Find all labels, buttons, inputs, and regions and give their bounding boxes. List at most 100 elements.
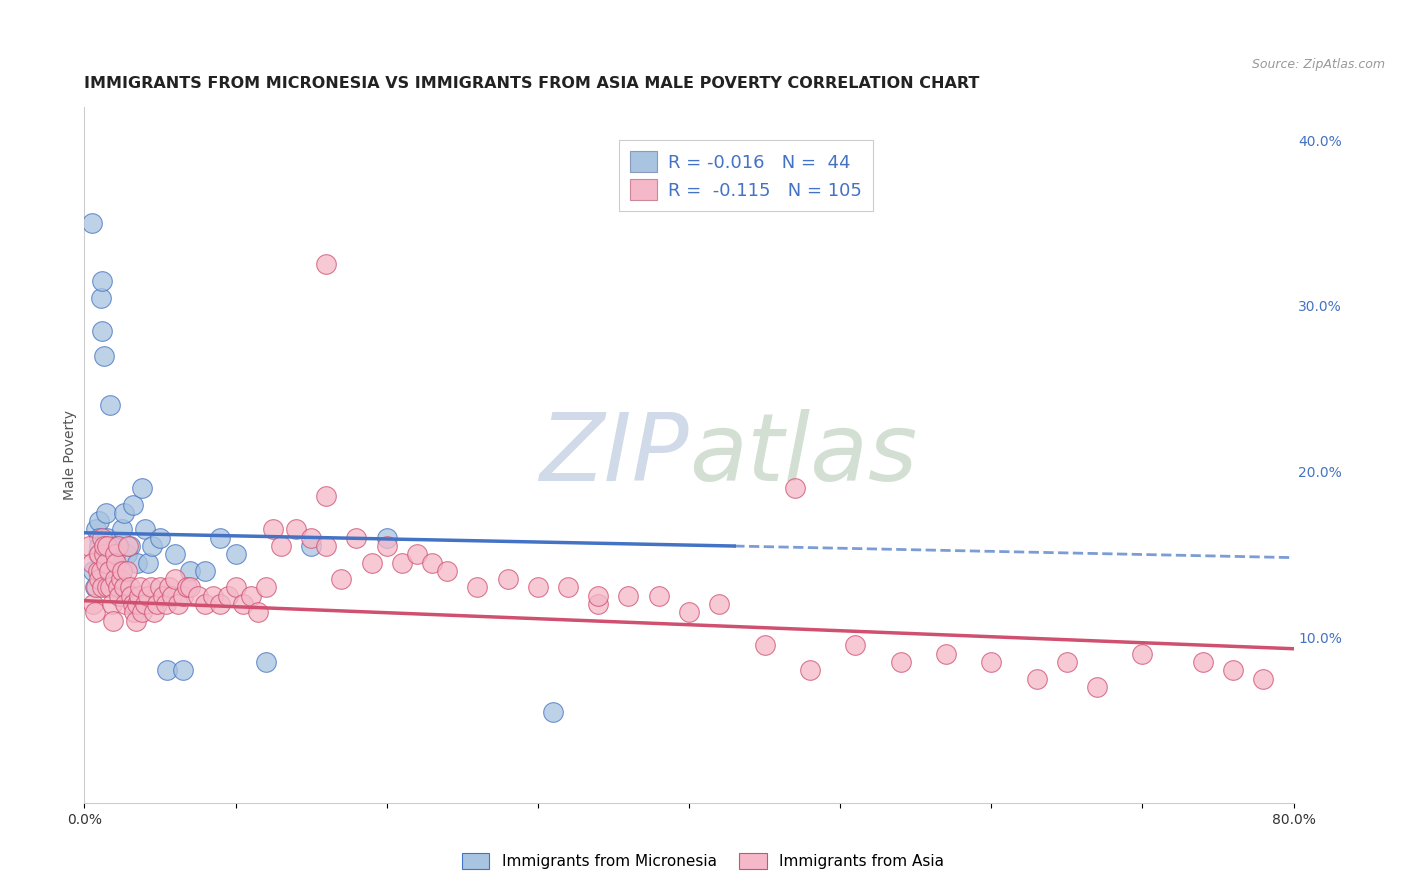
Point bbox=[588, 589, 610, 603]
Point bbox=[217, 589, 239, 603]
Point bbox=[96, 581, 118, 595]
Point bbox=[239, 589, 262, 603]
Point bbox=[91, 531, 114, 545]
Point bbox=[94, 506, 117, 520]
Point bbox=[262, 523, 284, 537]
Point bbox=[1192, 655, 1215, 669]
Point bbox=[87, 564, 110, 578]
Point bbox=[315, 489, 337, 503]
Point bbox=[194, 564, 217, 578]
Point bbox=[131, 481, 153, 495]
Point bbox=[187, 589, 209, 603]
Point bbox=[678, 605, 700, 619]
Point bbox=[82, 597, 104, 611]
Point bbox=[87, 547, 110, 561]
Point bbox=[121, 597, 143, 611]
Point bbox=[97, 556, 120, 570]
Point bbox=[112, 581, 135, 595]
Point bbox=[101, 614, 124, 628]
Point bbox=[96, 539, 118, 553]
Point bbox=[496, 572, 519, 586]
Point bbox=[467, 581, 489, 595]
Point bbox=[84, 581, 107, 595]
Point bbox=[80, 216, 103, 230]
Point bbox=[89, 514, 111, 528]
Point bbox=[105, 556, 128, 570]
Point bbox=[93, 539, 115, 553]
Point bbox=[77, 539, 100, 553]
Point bbox=[121, 498, 143, 512]
Point bbox=[167, 597, 190, 611]
Point bbox=[91, 581, 114, 595]
Point bbox=[315, 539, 337, 553]
Point bbox=[165, 572, 187, 586]
Point bbox=[391, 556, 413, 570]
Point bbox=[172, 663, 194, 677]
Y-axis label: Male Poverty: Male Poverty bbox=[63, 410, 77, 500]
Point bbox=[111, 564, 134, 578]
Point bbox=[136, 556, 159, 570]
Point bbox=[89, 539, 111, 553]
Point bbox=[1253, 672, 1275, 686]
Point bbox=[648, 589, 671, 603]
Point bbox=[136, 589, 159, 603]
Point bbox=[107, 572, 129, 586]
Point bbox=[107, 581, 129, 595]
Point bbox=[179, 581, 201, 595]
Point bbox=[84, 605, 107, 619]
Point bbox=[115, 564, 138, 578]
Point bbox=[110, 572, 132, 586]
Point bbox=[436, 564, 458, 578]
Point bbox=[783, 481, 806, 495]
Point bbox=[122, 605, 145, 619]
Point bbox=[299, 539, 322, 553]
Point bbox=[107, 539, 129, 553]
Text: atlas: atlas bbox=[689, 409, 917, 500]
Point bbox=[97, 564, 120, 578]
Point bbox=[94, 556, 117, 570]
Point bbox=[155, 597, 177, 611]
Point bbox=[935, 647, 957, 661]
Point bbox=[201, 589, 224, 603]
Point bbox=[149, 531, 172, 545]
Point bbox=[90, 291, 112, 305]
Point bbox=[209, 531, 232, 545]
Point bbox=[100, 564, 122, 578]
Point bbox=[225, 547, 247, 561]
Point bbox=[844, 639, 866, 653]
Point bbox=[557, 581, 579, 595]
Point bbox=[1222, 663, 1244, 677]
Point bbox=[134, 597, 156, 611]
Point bbox=[105, 539, 128, 553]
Point bbox=[104, 572, 127, 586]
Point bbox=[111, 523, 134, 537]
Point bbox=[91, 324, 114, 338]
Point bbox=[360, 556, 382, 570]
Point bbox=[247, 605, 270, 619]
Point bbox=[100, 597, 122, 611]
Text: Source: ZipAtlas.com: Source: ZipAtlas.com bbox=[1251, 58, 1385, 71]
Point bbox=[225, 581, 247, 595]
Point bbox=[156, 663, 179, 677]
Point bbox=[93, 547, 115, 561]
Point bbox=[127, 556, 149, 570]
Point bbox=[299, 531, 322, 545]
Point bbox=[254, 581, 277, 595]
Legend: R = -0.016   N =  44, R =  -0.115   N = 105: R = -0.016 N = 44, R = -0.115 N = 105 bbox=[620, 140, 873, 211]
Point bbox=[285, 523, 308, 537]
Point bbox=[346, 531, 368, 545]
Point bbox=[112, 506, 135, 520]
Point bbox=[104, 581, 127, 595]
Point bbox=[141, 539, 163, 553]
Point bbox=[125, 614, 148, 628]
Point bbox=[165, 547, 187, 561]
Point bbox=[617, 589, 640, 603]
Point bbox=[754, 639, 776, 653]
Point bbox=[709, 597, 731, 611]
Point bbox=[146, 597, 169, 611]
Point bbox=[108, 539, 131, 553]
Point bbox=[799, 663, 821, 677]
Point bbox=[315, 257, 337, 271]
Point bbox=[86, 523, 108, 537]
Point bbox=[115, 547, 138, 561]
